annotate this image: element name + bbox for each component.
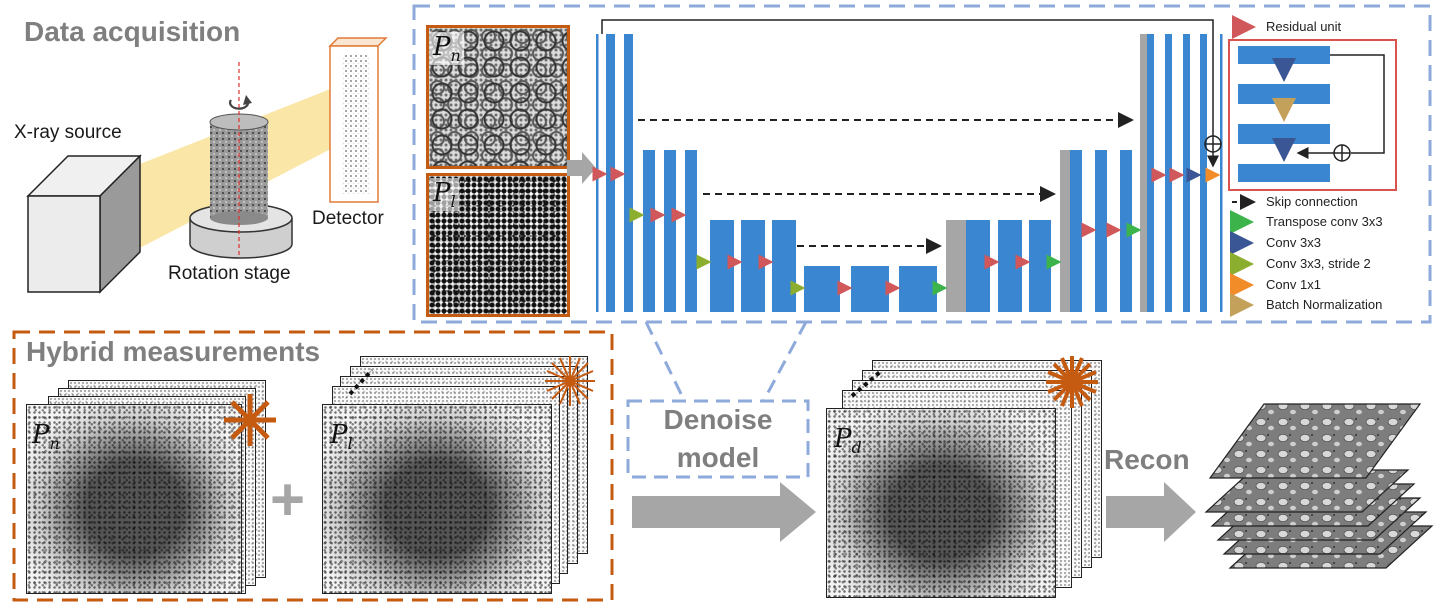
unet-dashed-box [412, 4, 1432, 324]
legend-conv3x3: Conv 3x3 [1266, 235, 1321, 250]
recon-heading: Recon [1104, 444, 1190, 475]
denoise-model-heading-line2: model [676, 442, 760, 473]
rotation-stage-label: Rotation stage [168, 263, 291, 284]
detector-label: Detector [312, 208, 384, 229]
input-arrow [567, 152, 596, 184]
pl-projection-front [322, 404, 552, 594]
data-acquisition-heading: Data acquisition [24, 16, 241, 47]
starburst-icon-pd [1046, 356, 1098, 408]
starburst-icon-pn [224, 394, 276, 446]
xray-source-cube [26, 154, 142, 294]
input-label-pl: Pl [430, 178, 459, 212]
legend-skip-connection: Skip connection [1266, 194, 1358, 209]
global-residual-path [601, 19, 1222, 168]
residual-unit-box [1228, 39, 1397, 191]
zoom-line-right [762, 321, 808, 401]
hybrid-measurements-heading: Hybrid measurements [26, 336, 327, 368]
denoise-dashed-box [626, 399, 810, 479]
legend-conv1x1: Conv 1x1 [1266, 277, 1321, 292]
reconstructed-slices [1204, 403, 1434, 569]
zoom-line-left [644, 321, 686, 401]
pn-label: Pn [32, 420, 60, 454]
encoder-level-3 [710, 220, 796, 312]
legend-symbols [1230, 194, 1256, 317]
legend-batch-norm: Batch Normalization [1266, 297, 1383, 312]
plus-icon: + [270, 466, 306, 533]
input-label-pn: Pn [430, 32, 464, 66]
legend-residual-unit: Residual unit [1266, 19, 1342, 34]
hybrid-dashed-box [12, 330, 614, 602]
decoder-level-2 [1060, 150, 1132, 312]
legend-conv3x3-stride2: Conv 3x3, stride 2 [1266, 256, 1371, 271]
xray-source-label: X-ray source [14, 122, 122, 143]
legend-transpose-conv: Transpose conv 3x3 [1266, 214, 1383, 229]
encoder-level-2 [643, 150, 697, 312]
denoise-arrow [632, 482, 816, 542]
sample-cylinder [209, 113, 269, 225]
residual-unit-legend [1228, 15, 1397, 191]
recon-arrow [1106, 482, 1196, 542]
bottleneck-level-4 [804, 266, 937, 312]
starburst-icon-pl [545, 356, 595, 406]
acquisition-setup-illustration [26, 37, 388, 294]
pl-stack-dots [348, 368, 374, 396]
pd-label: Pd [834, 424, 862, 458]
pl-label: Pl [330, 420, 353, 454]
denoise-model-heading-line1: Denoise [663, 404, 773, 435]
operation-arrows [592, 166, 1221, 296]
detector-panel [328, 37, 388, 203]
pd-stack-dots [850, 370, 882, 398]
rotation-arrow-icon [228, 95, 252, 110]
skip-connections [638, 112, 1134, 254]
pd-projection-front [826, 408, 1056, 598]
pn-projection-front [26, 404, 242, 594]
